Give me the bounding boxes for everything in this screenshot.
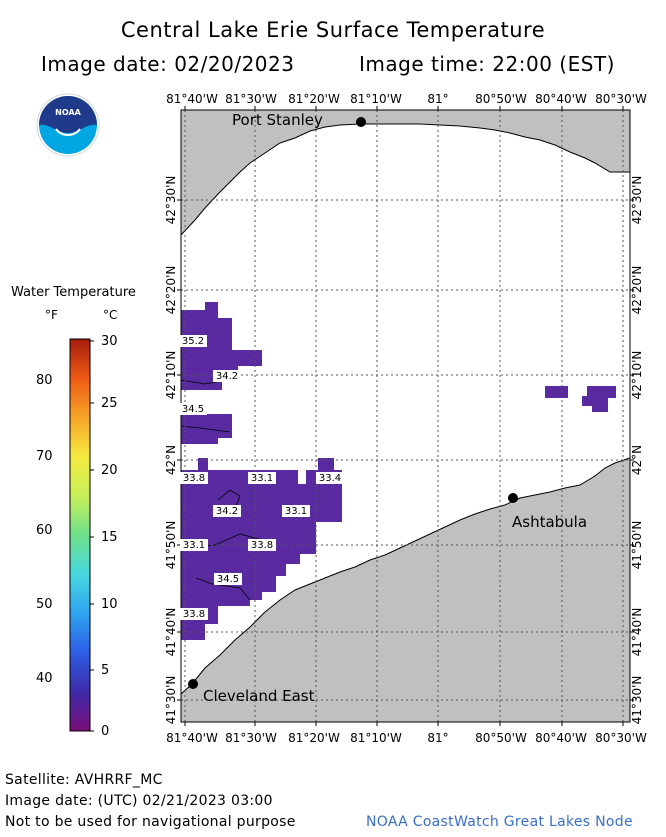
image-time: Image time: 22:00 (EST): [359, 52, 615, 76]
legend-colorbar: [69, 338, 94, 732]
temp-label-box: [316, 472, 344, 484]
longitude-label: 81°20'W: [288, 731, 340, 745]
canada-shoreline: [180, 109, 631, 237]
temp-label-box: [214, 573, 242, 585]
latitude-label: 41°40'N: [630, 608, 644, 657]
temp-label-box: [180, 539, 208, 551]
legend-c-tick: 0: [101, 724, 110, 739]
latitude-label: 42°30'N: [164, 176, 178, 225]
longitude-label: 81°: [427, 92, 448, 106]
legend-c-tick: 15: [101, 530, 118, 545]
temp-label-box: [180, 608, 208, 620]
longitude-label: 81°20'W: [288, 92, 340, 106]
temp-label-box: [248, 539, 276, 551]
temp-label-box: [180, 472, 208, 484]
legend-f-tick: 40: [36, 671, 53, 686]
longitude-label: 81°40'W: [166, 92, 218, 106]
latitude-label: 41°40'N: [164, 608, 178, 657]
legend-c-tick: 30: [101, 334, 118, 349]
temp-label: 34.5: [217, 574, 239, 585]
temp-label: 34.2: [216, 506, 238, 517]
legend-f-tick: 80: [36, 373, 53, 388]
map-frame: [180, 109, 631, 723]
temp-label: 34.5: [182, 404, 204, 415]
temp-label: 33.8: [251, 540, 273, 551]
temp-label-box: [213, 370, 241, 382]
latitude-label: 41°50'N: [164, 521, 178, 570]
ashtabula-label: Ashtabula: [512, 513, 587, 531]
legend-unit-c: °C: [103, 308, 118, 322]
map-title: Central Lake Erie Surface Temperature: [120, 18, 546, 42]
temp-label-box: [282, 505, 310, 517]
image-date: Image date: 02/20/2023: [41, 52, 295, 76]
cleveland-east-dot[interactable]: [188, 679, 198, 689]
latitude-label: 42°N: [630, 445, 644, 475]
longitude-label: 81°10'W: [350, 731, 402, 745]
latitude-label: 41°30'N: [164, 676, 178, 725]
legend-c-tick: 10: [101, 597, 118, 612]
longitude-label: 80°50'W: [475, 92, 527, 106]
legend-f-tick: 50: [36, 597, 53, 612]
temp-label: 33.8: [183, 473, 205, 484]
us-shoreline: [180, 457, 631, 723]
port-stanley-dot[interactable]: [356, 117, 366, 127]
latitude-label: 41°50'N: [630, 521, 644, 570]
longitude-label: 81°10'W: [350, 92, 402, 106]
temp-label-box: [248, 472, 276, 484]
longitude-label: 81°: [427, 731, 448, 745]
longitude-label: 81°30'W: [225, 92, 277, 106]
legend-title: Water Temperature: [11, 285, 136, 300]
noaa-logo: NOAA: [36, 93, 100, 157]
ashtabula-dot[interactable]: [508, 493, 518, 503]
temp-label-box: [179, 403, 207, 415]
utc-date: Image date: (UTC) 02/21/2023 03:00: [5, 793, 273, 809]
longitude-label: 80°50'W: [475, 731, 527, 745]
legend-c-tick: 25: [101, 396, 118, 411]
temp-label-box: [179, 335, 207, 347]
temp-label: 35.2: [182, 336, 204, 347]
satellite-info: Satellite: AVHRRF_MC: [5, 772, 163, 788]
temp-label: 33.1: [183, 540, 205, 551]
latitude-label: 42°20'N: [630, 266, 644, 315]
latitude-label: 41°30'N: [630, 676, 644, 725]
temp-label: 34.2: [216, 371, 238, 382]
legend-c-tick: 20: [101, 463, 118, 478]
longitude-label: 81°30'W: [225, 731, 277, 745]
temp-label: 33.1: [251, 473, 273, 484]
legend-f-tick: 70: [36, 449, 53, 464]
longitude-label: 80°30'W: [595, 92, 647, 106]
cleveland-east-label: Cleveland East: [203, 687, 315, 705]
longitude-label: 81°40'W: [166, 731, 218, 745]
temp-label: 33.8: [183, 609, 205, 620]
longitude-label: 80°40'W: [535, 92, 587, 106]
noaa-logo-text: NOAA: [55, 108, 81, 117]
longitude-label: 80°30'W: [595, 731, 647, 745]
longitude-label: 80°40'W: [535, 731, 587, 745]
legend-f-tick: 60: [36, 523, 53, 538]
port-stanley-label: Port Stanley: [232, 111, 323, 129]
legend-c-tick: 5: [101, 663, 110, 678]
latitude-label: 42°10'N: [630, 351, 644, 400]
temp-label: 33.1: [285, 506, 307, 517]
temp-label: 33.4: [319, 473, 341, 484]
disclaimer: Not to be used for navigational purpose: [5, 814, 296, 830]
legend-unit-f: °F: [45, 308, 58, 322]
credit-link[interactable]: NOAA CoastWatch Great Lakes Node: [366, 814, 633, 830]
latitude-label: 42°N: [164, 445, 178, 475]
latitude-label: 42°10'N: [164, 351, 178, 400]
latitude-label: 42°30'N: [630, 176, 644, 225]
temp-label-box: [213, 505, 241, 517]
latitude-label: 42°20'N: [164, 266, 178, 315]
